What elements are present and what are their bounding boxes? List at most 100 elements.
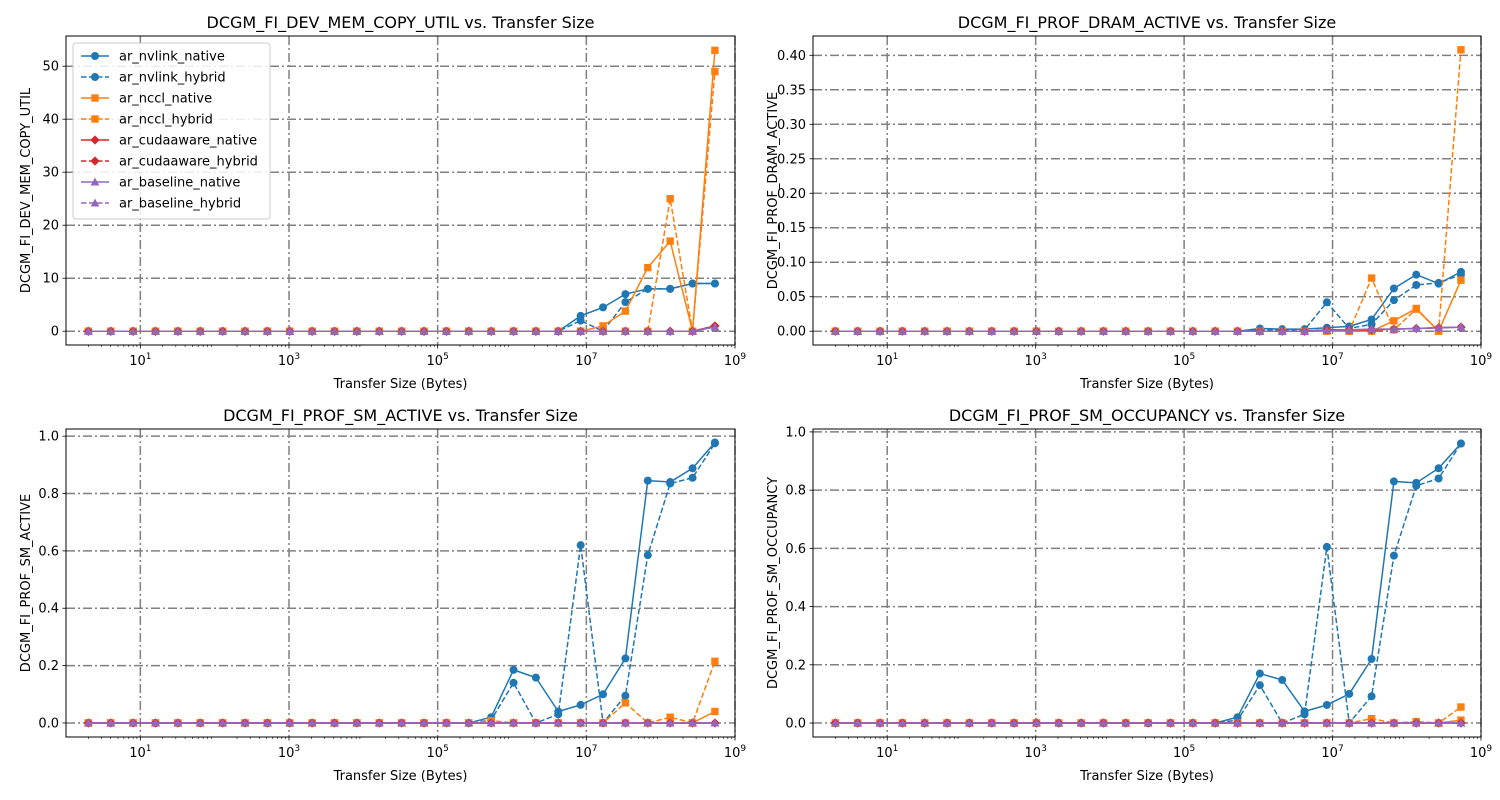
data-point <box>218 718 228 727</box>
series-line <box>88 282 715 332</box>
y-tick-label: 1.0 <box>785 425 806 440</box>
data-point <box>665 718 675 727</box>
legend-item: ar_cudaaware_hybrid <box>81 155 258 170</box>
data-point <box>875 718 885 727</box>
legend-label: ar_nvlink_native <box>119 50 225 65</box>
data-point <box>1210 718 1220 727</box>
data-point <box>875 326 885 335</box>
legend-item: ar_nvlink_native <box>81 50 225 65</box>
data-point <box>307 326 317 335</box>
data-point <box>897 326 907 335</box>
data-point <box>666 284 675 293</box>
series-line <box>88 441 716 724</box>
data-point <box>1367 324 1376 333</box>
data-point <box>1322 718 1332 727</box>
series-ar_baseline_hybrid <box>830 718 1466 727</box>
data-point <box>1143 718 1153 727</box>
legend-item: ar_nvlink_hybrid <box>81 71 226 86</box>
data-point <box>262 718 272 727</box>
plot-area <box>83 438 720 728</box>
data-point <box>599 322 607 330</box>
data-point <box>621 699 630 707</box>
x-tick-label: 109 <box>1470 352 1493 369</box>
x-tick-label: 105 <box>1173 744 1195 761</box>
subplot-3: 101 103 105 107 109 0.0 0.2 0.4 0.6 0.8 1.0 DCGM_FI… <box>19 406 746 784</box>
data-point <box>599 303 608 312</box>
data-point <box>1054 326 1064 335</box>
data-point <box>897 718 907 727</box>
data-point <box>1277 718 1287 727</box>
legend-label: ar_cudaaware_hybrid <box>119 155 258 170</box>
data-point <box>853 326 863 335</box>
legend-frame <box>72 42 271 220</box>
chart-title: DCGM_FI_DEV_MEM_COPY_UTIL vs. Transfer S… <box>207 13 595 33</box>
data-point <box>1456 439 1465 448</box>
data-point <box>1434 464 1443 473</box>
data-point <box>195 718 205 727</box>
legend-item: ar_nccl_native <box>81 92 212 107</box>
chart-title: DCGM_FI_PROF_SM_ACTIVE vs. Transfer Size <box>223 406 578 426</box>
data-point <box>942 326 952 335</box>
x-tick-label: 107 <box>1321 744 1343 761</box>
data-point <box>621 326 630 335</box>
data-point <box>1300 710 1309 719</box>
x-axis-label: Transfer Size (Bytes) <box>333 769 468 784</box>
data-point <box>173 326 183 335</box>
data-point <box>1434 474 1443 483</box>
x-tick-label: 101 <box>876 352 898 369</box>
data-point <box>1143 326 1153 335</box>
data-point <box>1009 326 1019 335</box>
data-point <box>1322 326 1332 335</box>
data-point <box>486 718 496 727</box>
series-ar_baseline_hybrid <box>830 322 1466 335</box>
x-tick-label: 103 <box>278 352 300 369</box>
data-point <box>1099 718 1108 727</box>
legend-marker <box>90 198 100 207</box>
data-point <box>531 326 541 335</box>
data-point <box>464 326 474 335</box>
data-point <box>1032 718 1041 727</box>
y-tick-label: 0.05 <box>777 290 806 305</box>
data-point <box>397 718 407 727</box>
data-point <box>942 718 952 727</box>
data-point <box>711 657 719 665</box>
legend-label: ar_nvlink_hybrid <box>119 71 226 86</box>
data-point <box>83 326 93 335</box>
data-point <box>1255 718 1265 727</box>
data-point <box>576 541 585 550</box>
y-axis-label: DCGM_FI_PROF_SM_ACTIVE <box>19 494 34 672</box>
data-point <box>1367 692 1376 701</box>
data-point <box>128 718 138 727</box>
data-point <box>1411 324 1421 332</box>
x-tick-label: 105 <box>1173 352 1195 369</box>
data-point <box>711 46 719 55</box>
data-point <box>987 326 997 335</box>
data-point <box>262 326 272 335</box>
data-point <box>1344 325 1354 334</box>
legend-label: ar_baseline_native <box>119 176 240 191</box>
data-point <box>1390 317 1398 325</box>
y-axis-label: DCGM_FI_PROF_SM_OCCUPANCY <box>766 477 781 689</box>
series-ar_nvlink_native <box>84 438 719 727</box>
y-tick-label: 0.4 <box>38 602 59 617</box>
legend-item: ar_baseline_native <box>81 176 240 191</box>
data-point <box>1367 718 1376 727</box>
data-point <box>1456 718 1466 727</box>
y-tick-label: 0.2 <box>38 659 59 674</box>
y-tick-label: 0.20 <box>777 187 806 202</box>
x-tick-label: 101 <box>876 744 898 761</box>
x-tick-label: 109 <box>724 744 747 761</box>
y-tick-label: 10 <box>42 272 59 287</box>
data-point <box>285 326 295 335</box>
data-point <box>218 326 228 335</box>
data-point <box>106 718 116 727</box>
x-axis-label: Transfer Size (Bytes) <box>1079 377 1214 392</box>
data-point <box>1076 326 1086 335</box>
data-point <box>576 316 585 325</box>
data-point <box>374 326 384 335</box>
data-point <box>1099 326 1108 335</box>
data-point <box>509 678 518 687</box>
data-point <box>1255 681 1264 690</box>
data-point <box>830 718 840 727</box>
